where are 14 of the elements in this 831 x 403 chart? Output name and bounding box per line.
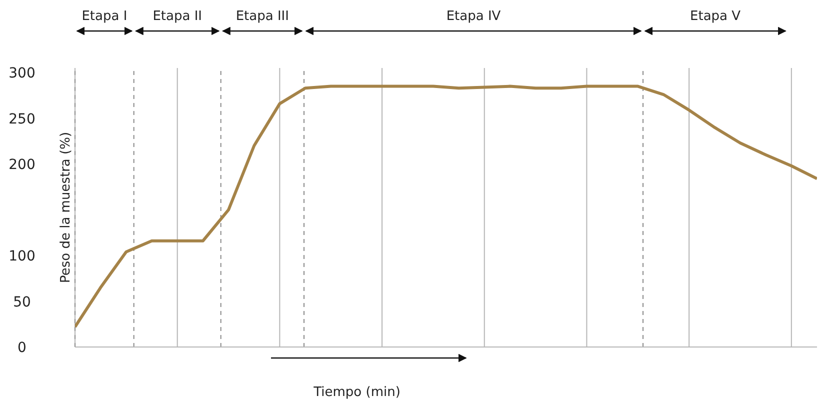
- text: Etapa III: [236, 9, 289, 24]
- text: Etapa I: [82, 9, 128, 24]
- line-series: [75, 84, 817, 328]
- y-tick-label: 50: [13, 294, 31, 310]
- x-axis-title: Tiempo (min): [312, 385, 400, 400]
- y-tick-label: 250: [8, 111, 36, 128]
- text: Etapa II: [152, 9, 202, 24]
- y-tick-label: 300: [8, 66, 36, 82]
- y-tick-label: 100: [8, 248, 36, 265]
- y-tick-label: 0: [18, 340, 26, 356]
- text: Etapa V: [690, 9, 741, 24]
- text: Etapa IV: [446, 9, 501, 24]
- y-tick-label: 200: [8, 157, 36, 174]
- y-axis-title: Peso de la muestra (%): [58, 132, 74, 284]
